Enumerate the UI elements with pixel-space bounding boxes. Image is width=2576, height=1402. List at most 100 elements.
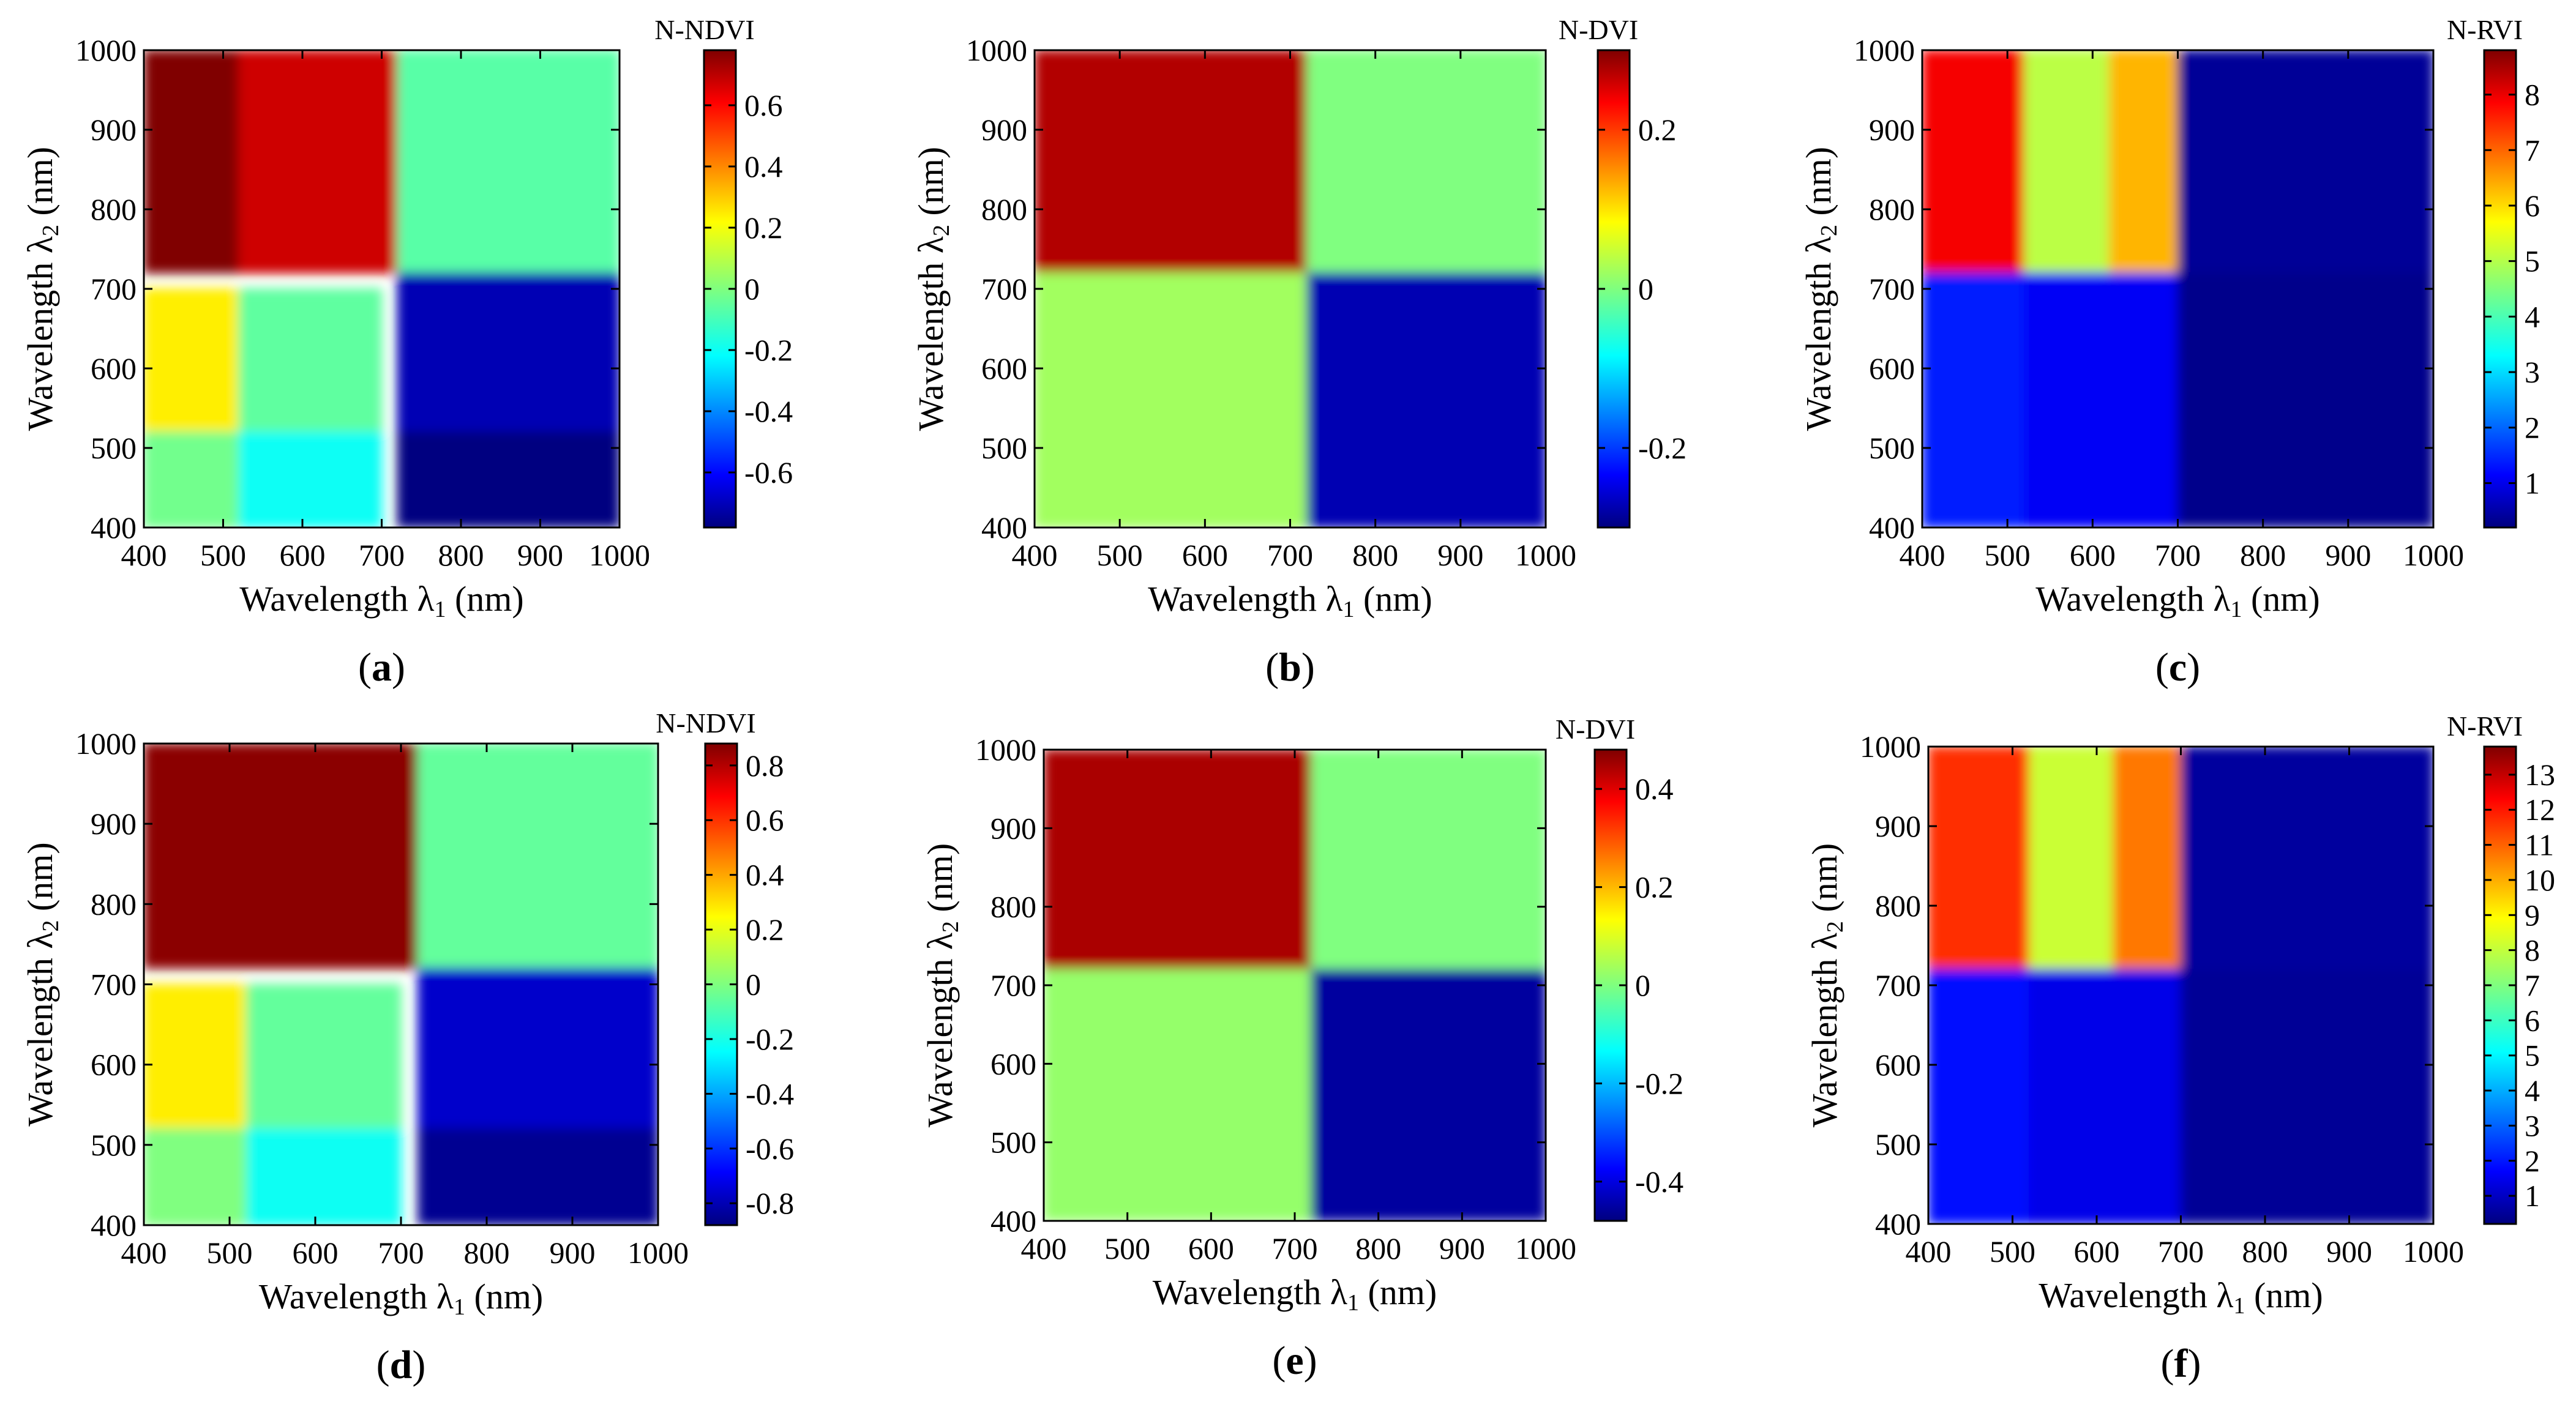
x-tick-label: 1000 — [2403, 1234, 2464, 1269]
y-tick-label: 1000 — [975, 733, 1036, 767]
heatmap-cell-f-3 — [2180, 747, 2433, 970]
colorbar-tick-label: -0.2 — [1635, 1066, 1683, 1100]
y-tick-label: 1000 — [75, 726, 137, 761]
heatmap-cell-f-2 — [2113, 747, 2182, 970]
y-tick-label: 800 — [1869, 192, 1915, 226]
panel-label-d: (d) — [376, 1343, 426, 1387]
y-tick-label: 1000 — [1860, 729, 1921, 764]
heatmap-cell-a-5 — [144, 431, 240, 528]
colorbar-tick-label: -0.8 — [746, 1186, 794, 1220]
y-tick-label: 600 — [981, 351, 1027, 386]
colorbar-tick-label: 0.6 — [744, 88, 783, 122]
heatmap-cell-a-6 — [238, 431, 383, 528]
y-tick-label: 800 — [990, 890, 1036, 924]
y-tick-label: 400 — [981, 510, 1027, 545]
y-tick-label: 900 — [990, 811, 1036, 845]
y-tick-label: 500 — [990, 1125, 1036, 1160]
colorbar-tick-label: -0.2 — [1638, 431, 1687, 465]
heatmap-cell-a-7 — [397, 272, 620, 433]
colorbar-tick-label: 7 — [2525, 968, 2540, 1002]
y-axis-label: Wavelength λ2 (nm) — [20, 147, 64, 431]
colorbar-tick-label: 8 — [2525, 933, 2540, 968]
colorbar-title: N-DVI — [1556, 714, 1635, 745]
heatmap-cell-f-4 — [1928, 969, 2030, 1224]
heatmap-cell-d-4 — [144, 1128, 247, 1225]
heatmap-cell-f-6 — [2180, 969, 2433, 1224]
x-tick-label: 900 — [550, 1236, 596, 1270]
y-tick-label: 500 — [981, 431, 1027, 465]
colorbar-tick-label: 4 — [2525, 299, 2540, 334]
x-tick-label: 400 — [1012, 538, 1058, 572]
heatmap-panel-c: 400 500 600 700 800 900 1000 400 500 600 700 800 900… — [1799, 14, 2540, 690]
x-tick-label: 400 — [1021, 1231, 1067, 1266]
x-tick-label: 600 — [293, 1236, 339, 1270]
colorbar-tick-label: -0.4 — [744, 394, 793, 428]
colorbar-tick-label: 4 — [2525, 1073, 2540, 1108]
y-tick-label: 400 — [91, 510, 137, 545]
panel-label-f: (f) — [2161, 1341, 2201, 1386]
heatmap-cells — [144, 50, 620, 528]
x-tick-label: 500 — [1097, 538, 1143, 572]
heatmap-cell-e-0 — [1044, 750, 1312, 971]
heatmap-panel-a: 400 500 600 700 800 900 1000 400 500 600 700 800 900… — [20, 14, 793, 690]
heatmap-cell-b-2 — [1035, 272, 1308, 528]
x-tick-label: 1000 — [627, 1236, 689, 1270]
heatmap-cell-d-6 — [417, 968, 658, 1130]
y-tick-label: 900 — [1869, 113, 1915, 147]
colorbar-tick-label: 0 — [746, 968, 761, 1002]
colorbar-tick-label: 5 — [2525, 1038, 2540, 1073]
x-axis-label: Wavelength λ1 (nm) — [259, 1277, 543, 1320]
y-tick-label: 600 — [91, 1048, 137, 1082]
y-tick-label: 600 — [91, 351, 137, 386]
x-tick-label: 1000 — [1515, 538, 1576, 572]
colorbar-tick-label: 0.8 — [746, 748, 784, 783]
heatmap-cell-a-1 — [238, 50, 399, 274]
colorbar-tick-label: 0.2 — [1635, 870, 1674, 904]
y-tick-label: 800 — [91, 887, 137, 921]
heatmap-cell-d-1 — [417, 744, 658, 969]
heatmap-cell-a-3 — [144, 288, 240, 433]
y-tick-label: 700 — [981, 272, 1027, 306]
colorbar-tick-label: -0.4 — [746, 1076, 794, 1111]
y-tick-label: 500 — [1869, 431, 1915, 465]
x-tick-label: 800 — [1355, 1231, 1401, 1266]
y-tick-label: 800 — [1875, 889, 1921, 923]
x-tick-label: 1000 — [589, 538, 650, 572]
y-tick-label: 700 — [91, 968, 137, 1002]
colorbar-tick-label: 9 — [2525, 898, 2540, 932]
colorbar-title: N-DVI — [1559, 14, 1638, 45]
heatmap-cell-c-3 — [2177, 50, 2433, 274]
x-axis-label: Wavelength λ1 (nm) — [239, 579, 523, 622]
panel-label-c: (c) — [2155, 645, 2200, 690]
heatmap-cell-f-0 — [1928, 747, 2030, 970]
x-tick-label: 500 — [200, 538, 246, 572]
x-tick-label: 800 — [1352, 538, 1398, 572]
colorbar-tick-label: 0 — [1635, 968, 1650, 1002]
y-tick-label: 900 — [91, 113, 137, 147]
colorbar-tick-label: 8 — [2525, 78, 2540, 112]
colorbar-tick-label: 7 — [2525, 133, 2540, 167]
x-tick-label: 600 — [1188, 1231, 1234, 1266]
heatmap-cells — [1922, 50, 2433, 528]
colorbar-title: N-RVI — [2447, 14, 2523, 45]
colorbar-tick-label: -0.6 — [746, 1132, 794, 1166]
heatmap-cell-e-3 — [1311, 969, 1546, 1221]
y-tick-label: 1000 — [75, 33, 137, 67]
heatmap-panel-b: 400 500 600 700 800 900 1000 400 500 600 700 800 900… — [911, 14, 1687, 690]
colorbar-tick-label: 13 — [2525, 758, 2555, 792]
colorbar-tick-label: 0.4 — [744, 149, 783, 184]
heatmap-cell-b-0 — [1035, 50, 1308, 274]
y-tick-label: 800 — [981, 192, 1027, 226]
x-tick-label: 700 — [2158, 1234, 2204, 1269]
y-tick-label: 900 — [1875, 809, 1921, 843]
heatmap-cell-c-2 — [2109, 50, 2179, 274]
y-tick-label: 1000 — [966, 33, 1027, 67]
colorbar-tick-label: 0 — [744, 272, 760, 306]
x-tick-label: 500 — [1104, 1231, 1150, 1266]
colorbar-tick-label: -0.2 — [744, 333, 793, 367]
colorbar-tick-label: 2 — [2525, 411, 2540, 445]
colorbar-title: N-RVI — [2447, 710, 2523, 742]
colorbar-tick-label: 0 — [1638, 272, 1653, 306]
x-tick-label: 500 — [1990, 1234, 2035, 1269]
heatmap-cell-c-5 — [2024, 272, 2179, 528]
